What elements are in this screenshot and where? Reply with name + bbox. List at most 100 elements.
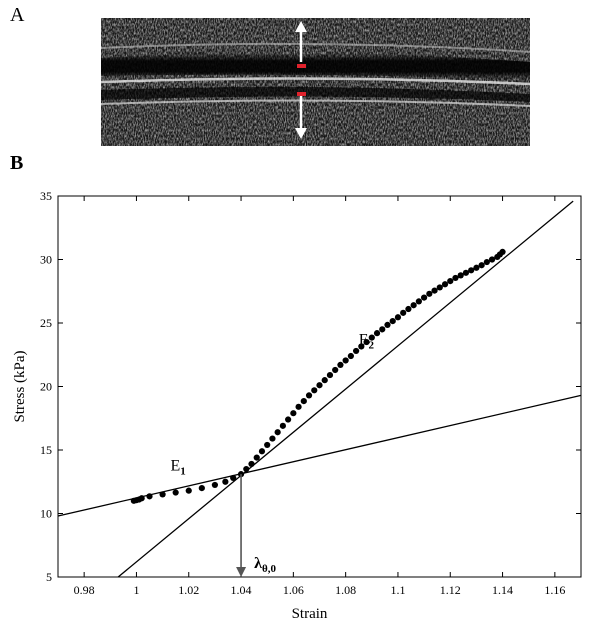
data-point — [421, 294, 428, 301]
x-tick-label: 1.04 — [231, 583, 252, 597]
data-point — [394, 314, 402, 321]
data-point — [290, 410, 297, 417]
y-tick-label: 15 — [40, 443, 52, 457]
x-tick-label: 1.06 — [283, 583, 304, 597]
annotation-subscript: 1 — [180, 465, 186, 477]
data-point — [473, 264, 480, 271]
annotation-main: E — [359, 332, 369, 349]
data-point — [337, 361, 344, 369]
data-point — [159, 491, 166, 498]
data-point — [478, 262, 485, 269]
annotation-main: E — [170, 457, 180, 474]
vessel-wall-lower — [101, 99, 530, 107]
x-tick-label: 1.14 — [492, 583, 513, 597]
data-point — [146, 493, 153, 500]
data-point — [305, 392, 313, 399]
x-axis-title: Strain — [292, 606, 328, 622]
data-point — [436, 284, 443, 291]
data-point — [332, 366, 339, 374]
data-point — [248, 460, 255, 468]
data-point — [326, 371, 334, 379]
data-point — [431, 287, 438, 294]
x-tick-label: 1.12 — [440, 583, 461, 597]
data-point — [447, 277, 454, 285]
y-tick-label: 10 — [40, 507, 52, 521]
x-tick-label: 1 — [133, 583, 139, 597]
vessel-wall-upper — [101, 42, 530, 53]
annotation-subscript: 2 — [369, 340, 375, 352]
data-point — [405, 305, 412, 313]
annotation-label: λθ,0 — [254, 555, 276, 575]
x-tick-label: 1.1 — [390, 583, 405, 597]
data-point — [295, 403, 302, 410]
data-point — [483, 258, 490, 266]
data-point — [258, 448, 266, 455]
data-point — [347, 352, 354, 360]
panel-a-label: A — [10, 4, 25, 26]
data-point — [468, 267, 475, 274]
annotation-label: E2 — [359, 332, 375, 352]
x-tick-label: 0.98 — [74, 583, 95, 597]
data-point — [426, 290, 433, 297]
strain-arrow-head — [236, 567, 247, 577]
data-point — [363, 338, 370, 346]
ultrasound-image — [101, 18, 530, 146]
y-axis-ticks: 5 10 15 20 25 30 35 — [40, 189, 581, 584]
data-point — [285, 416, 292, 423]
data-point — [499, 248, 506, 255]
annotation-subscript: θ,0 — [262, 563, 276, 575]
data-point — [253, 454, 260, 461]
data-point — [452, 274, 459, 282]
data-point — [457, 272, 464, 279]
fit-line-e2 — [117, 200, 574, 578]
fit-line-e1 — [57, 394, 582, 517]
data-point — [462, 269, 470, 276]
data-point — [316, 382, 323, 389]
data-point — [384, 321, 391, 329]
x-tick-label: 1.02 — [178, 583, 199, 597]
data-point — [243, 465, 250, 473]
vessel-wall-middle — [101, 77, 530, 86]
data-point — [138, 495, 145, 502]
data-point — [358, 343, 365, 350]
data-point — [269, 435, 276, 442]
y-tick-label: 20 — [40, 380, 52, 394]
data-point — [264, 441, 271, 449]
data-point — [389, 317, 396, 325]
data-point — [198, 485, 205, 492]
wall-marker-upper — [297, 64, 306, 68]
x-axis-ticks: 0.98 1 1.02 1.04 1.06 1.08 1.1 1.12 1.14 1.16 — [74, 196, 565, 597]
data-point — [172, 489, 179, 496]
data-point — [311, 387, 318, 394]
x-tick-label: 1.08 — [335, 583, 356, 597]
data-point — [441, 281, 449, 288]
y-tick-label: 35 — [40, 189, 52, 203]
data-point — [373, 330, 381, 337]
y-tick-label: 30 — [40, 253, 52, 267]
vessel-lumen-lower — [101, 86, 530, 102]
data-point — [321, 377, 328, 384]
annotation-label: E1 — [170, 457, 185, 477]
data-point — [222, 478, 229, 485]
data-point — [368, 334, 375, 341]
y-axis-title: Stress (kPa) — [12, 350, 28, 422]
data-point — [410, 302, 417, 309]
diameter-arrows — [295, 21, 307, 139]
data-point — [300, 398, 307, 405]
data-point — [353, 347, 360, 355]
data-point — [342, 357, 349, 364]
data-series — [130, 248, 506, 504]
panel-b-label: B — [10, 152, 24, 174]
fit-lines — [57, 200, 582, 578]
data-point — [379, 326, 386, 333]
data-point — [185, 487, 192, 494]
y-tick-label: 5 — [46, 570, 52, 584]
data-point — [415, 298, 422, 305]
data-point — [488, 256, 496, 263]
data-point — [400, 309, 407, 316]
data-point — [230, 474, 237, 482]
y-tick-label: 25 — [40, 316, 52, 330]
vessel-lumen-upper — [101, 52, 530, 80]
